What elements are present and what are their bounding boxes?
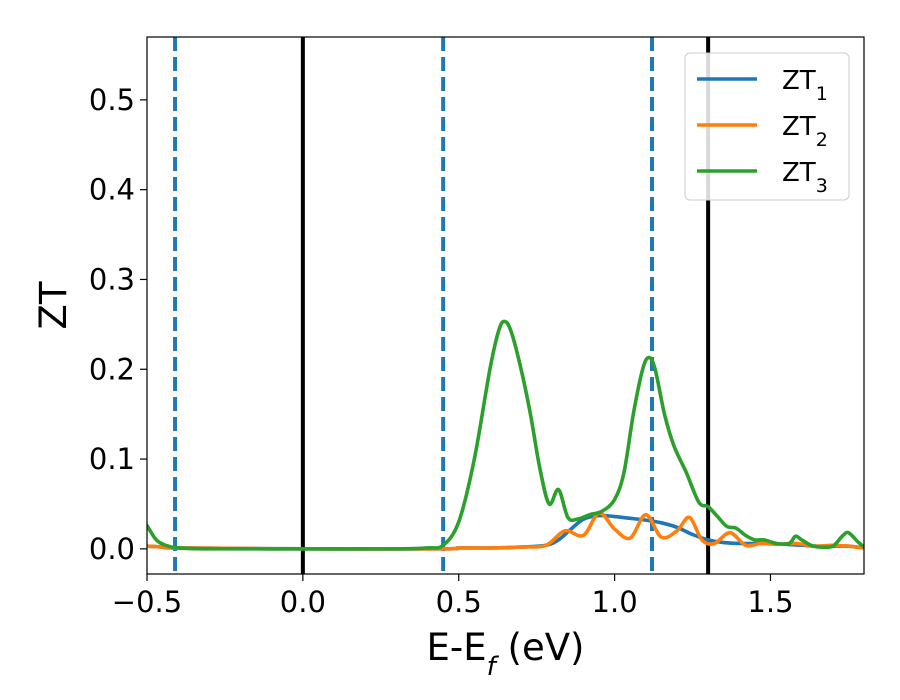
y-tick-label: 0.3: [89, 262, 135, 296]
y-tick-label: 0.1: [89, 442, 135, 476]
y-tick-label: 0.5: [89, 83, 135, 117]
x-tick-label: 1.0: [592, 585, 638, 619]
x-axis-label-main: E-E: [427, 626, 487, 669]
y-axis-label: ZT: [32, 281, 75, 329]
x-axis-label: E-Ef (eV): [427, 626, 585, 682]
series-line-zt3: [147, 319, 864, 551]
plot-frame: [146, 36, 865, 575]
legend-label-zt1: ZT1: [782, 66, 828, 105]
series-line-zt2: [147, 511, 864, 551]
legend-label-subscript: 3: [816, 175, 828, 197]
x-tick-label: 0.0: [280, 585, 326, 619]
y-tick-label: 0.0: [89, 532, 135, 566]
y-tick-label: 0.4: [89, 173, 135, 207]
legend-label-main: ZT: [782, 66, 816, 96]
legend-label-main: ZT: [782, 158, 816, 188]
legend-label-subscript: 2: [816, 129, 828, 151]
legend-box: [684, 52, 850, 201]
legend-label-zt3: ZT3: [782, 158, 828, 197]
legend-label-zt2: ZT2: [782, 112, 828, 151]
legend-label-subscript: 1: [816, 83, 828, 105]
legend-label-main: ZT: [782, 112, 816, 142]
x-tick-label: −0.5: [112, 585, 182, 619]
axes: −0.5 0.0 0.5 1.0 1.5 0.0 0.1 0.2 0.3 0.4 0.5 E-Ef (…: [32, 36, 865, 682]
x-tick-label: 0.5: [436, 585, 482, 619]
x-tick-label: 1.5: [747, 585, 793, 619]
x-axis-label-unit: (eV): [496, 626, 585, 669]
y-tick-label: 0.2: [89, 352, 135, 386]
